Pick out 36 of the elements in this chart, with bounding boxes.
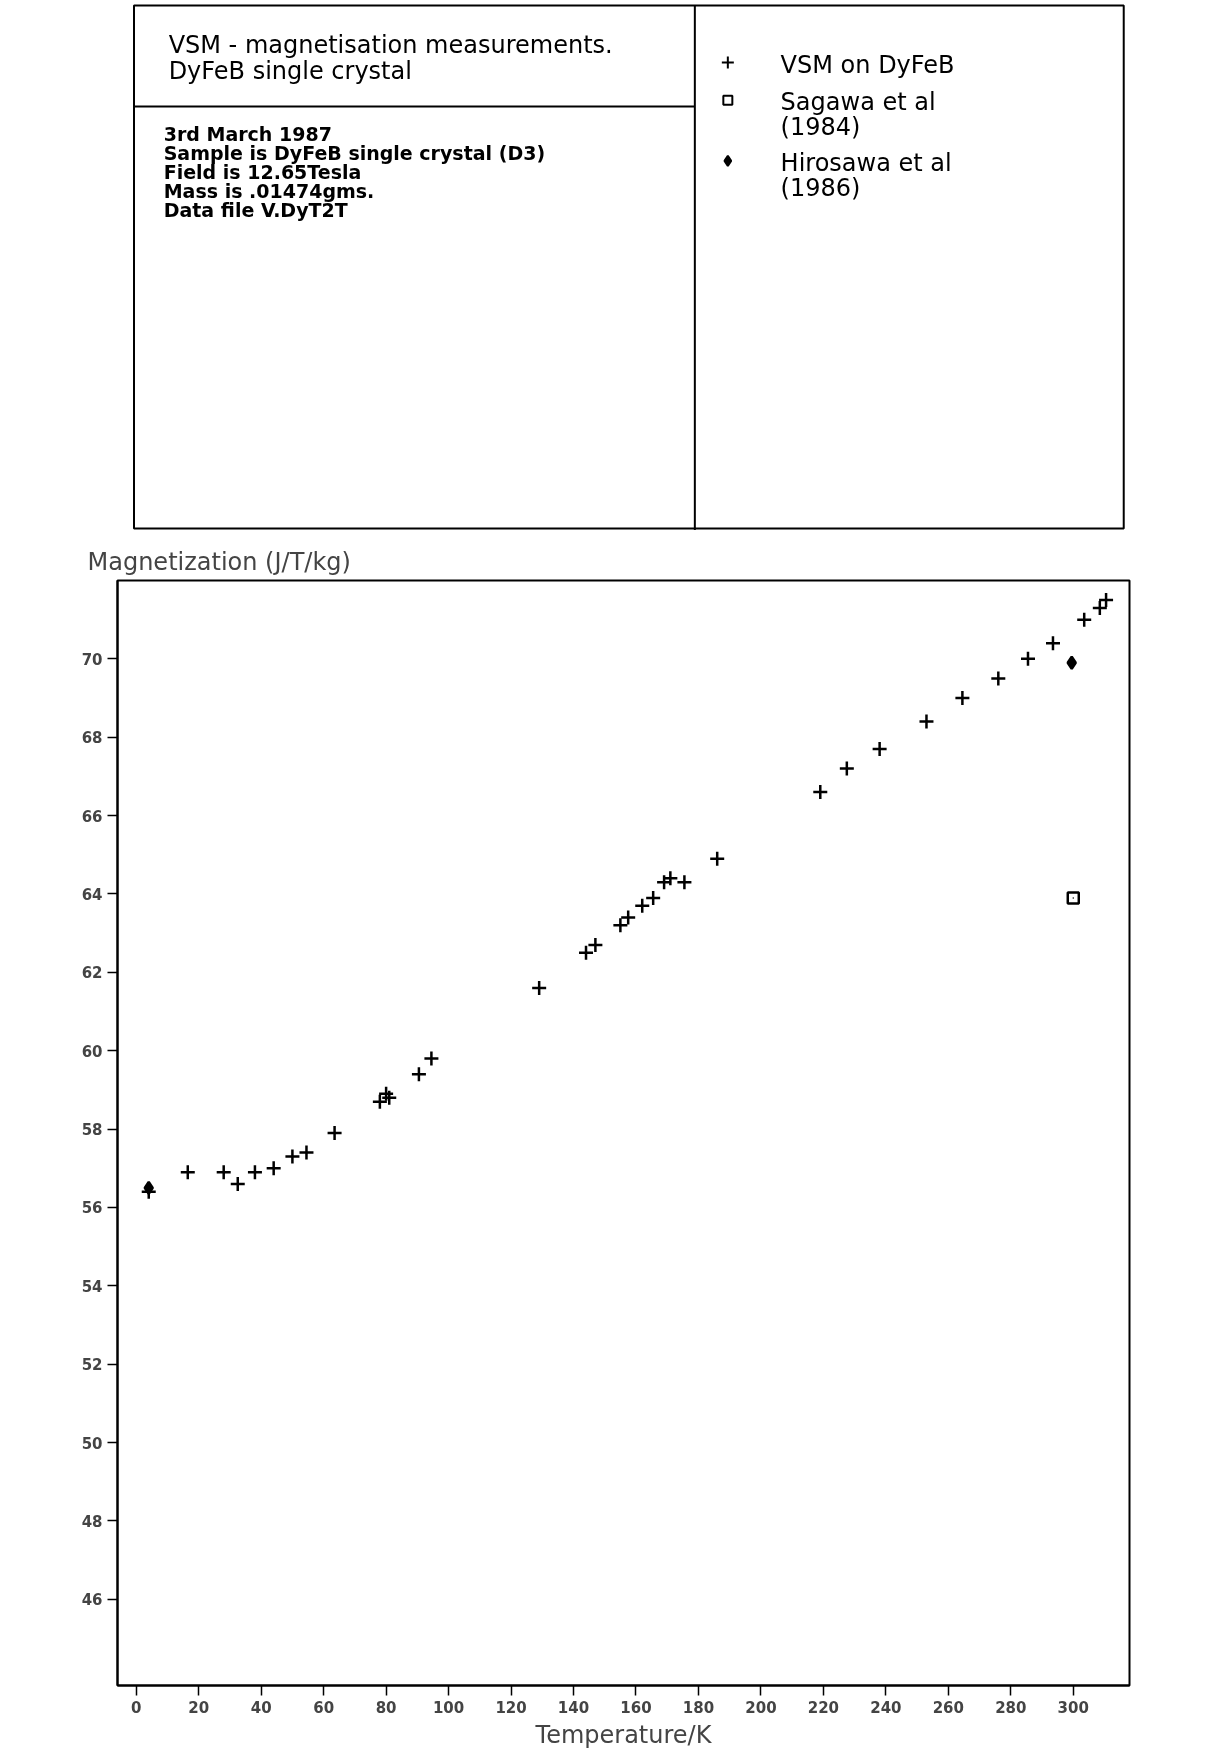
legend-label: Hirosawa et al (1986) [780,148,952,203]
x-tick-label: 300 [1057,1698,1089,1717]
y-tick-label: 66 [81,807,103,826]
legend-label: VSM on DyFeB [780,50,955,79]
legend-label: Sagawa et al (1984) [780,88,936,142]
x-tick-label: 40 [250,1698,272,1717]
y-tick-label: 56 [81,1199,103,1218]
y-tick-label: 60 [81,1042,103,1061]
text: Mass is .01474gms. [163,179,375,202]
y-tick-label: 50 [81,1434,103,1453]
y-tick-label: 64 [81,885,103,904]
x-tick-label: 0 [131,1698,142,1717]
x-axis-title: Temperature/K [534,1720,713,1749]
x-tick-label: 180 [682,1698,715,1717]
x-tick-label: 20 [188,1698,210,1717]
x-tick-label: 60 [313,1698,335,1717]
x-tick-label: 280 [995,1698,1027,1717]
y-tick-label: 58 [81,1121,103,1140]
y-tick-label: 48 [81,1512,103,1531]
x-tick-label: 260 [932,1698,964,1717]
y-tick-label: 62 [81,964,103,983]
x-tick-label: 140 [557,1698,590,1717]
y-axis-title: Magnetization (J/T/kg) [87,547,351,576]
y-tick-label: 46 [81,1591,103,1610]
y-tick-label: 54 [81,1277,103,1296]
chart-title: VSM - magnetisation measurements. DyFeB single crystal [168,30,613,86]
y-tick-label: 52 [81,1356,103,1375]
y-tick-label: 68 [81,729,103,748]
x-tick-label: 80 [375,1698,397,1717]
x-tick-label: 120 [495,1698,527,1717]
x-tick-label: 220 [807,1698,840,1717]
y-tick-label: 70 [81,650,103,669]
x-tick-label: 200 [745,1698,777,1717]
x-tick-label: 240 [870,1698,902,1717]
x-tick-label: 160 [620,1698,652,1717]
x-tick-label: 100 [432,1698,465,1717]
